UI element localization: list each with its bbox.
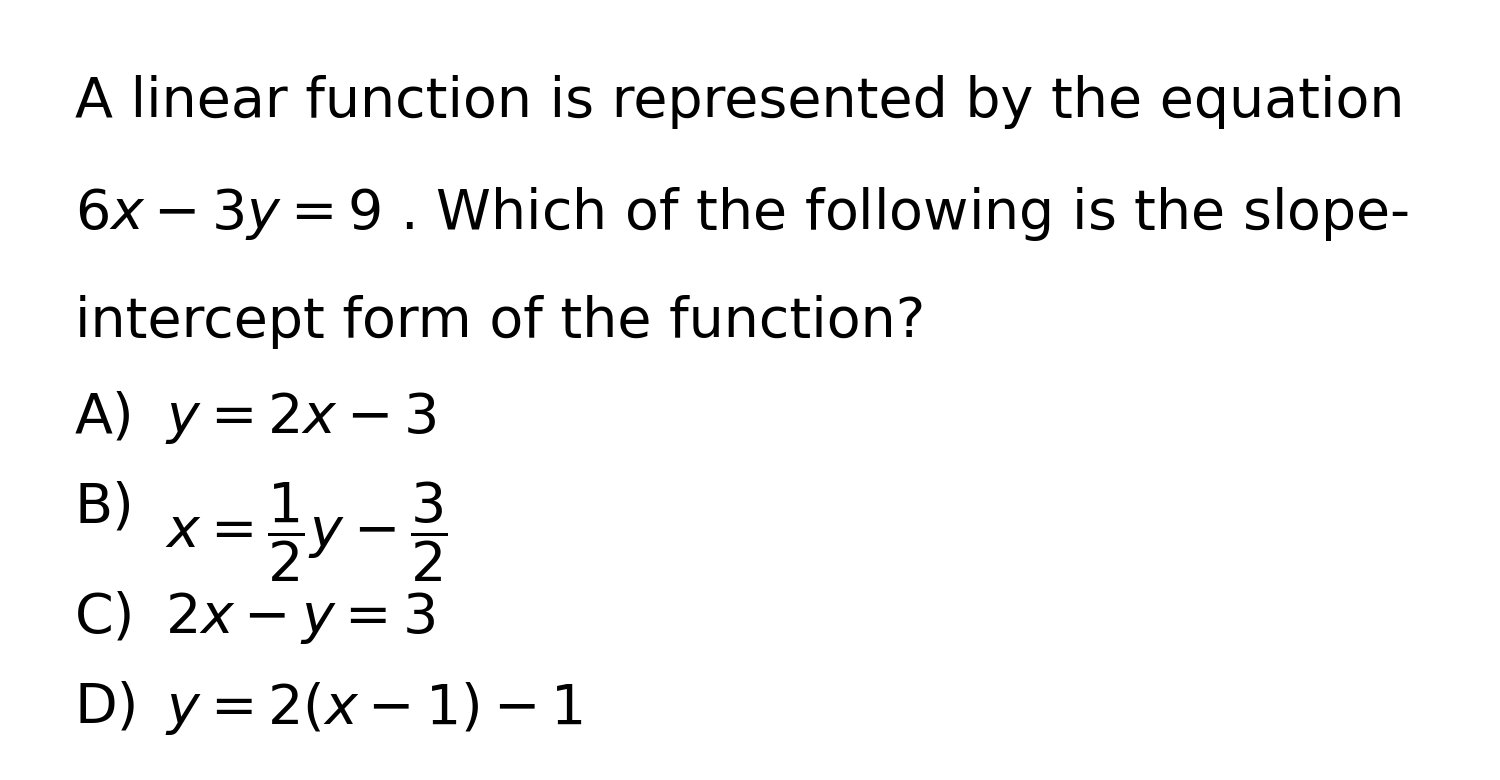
Text: D): D) [75,680,140,734]
Text: intercept form of the function?: intercept form of the function? [75,295,925,349]
Text: $x = \dfrac{1}{2}y - \dfrac{3}{2}$: $x = \dfrac{1}{2}y - \dfrac{3}{2}$ [165,480,448,584]
Text: A linear function is represented by the equation: A linear function is represented by the … [75,75,1404,129]
Text: A): A) [75,390,135,444]
Text: $2x - y = 3$: $2x - y = 3$ [165,590,435,646]
Text: B): B) [75,480,135,534]
Text: C): C) [75,590,135,644]
Text: $y = 2x - 3$: $y = 2x - 3$ [165,390,436,446]
Text: $6x - 3y = 9$ . Which of the following is the slope-: $6x - 3y = 9$ . Which of the following i… [75,185,1410,243]
Text: $y = 2(x - 1) - 1$: $y = 2(x - 1) - 1$ [165,680,582,737]
